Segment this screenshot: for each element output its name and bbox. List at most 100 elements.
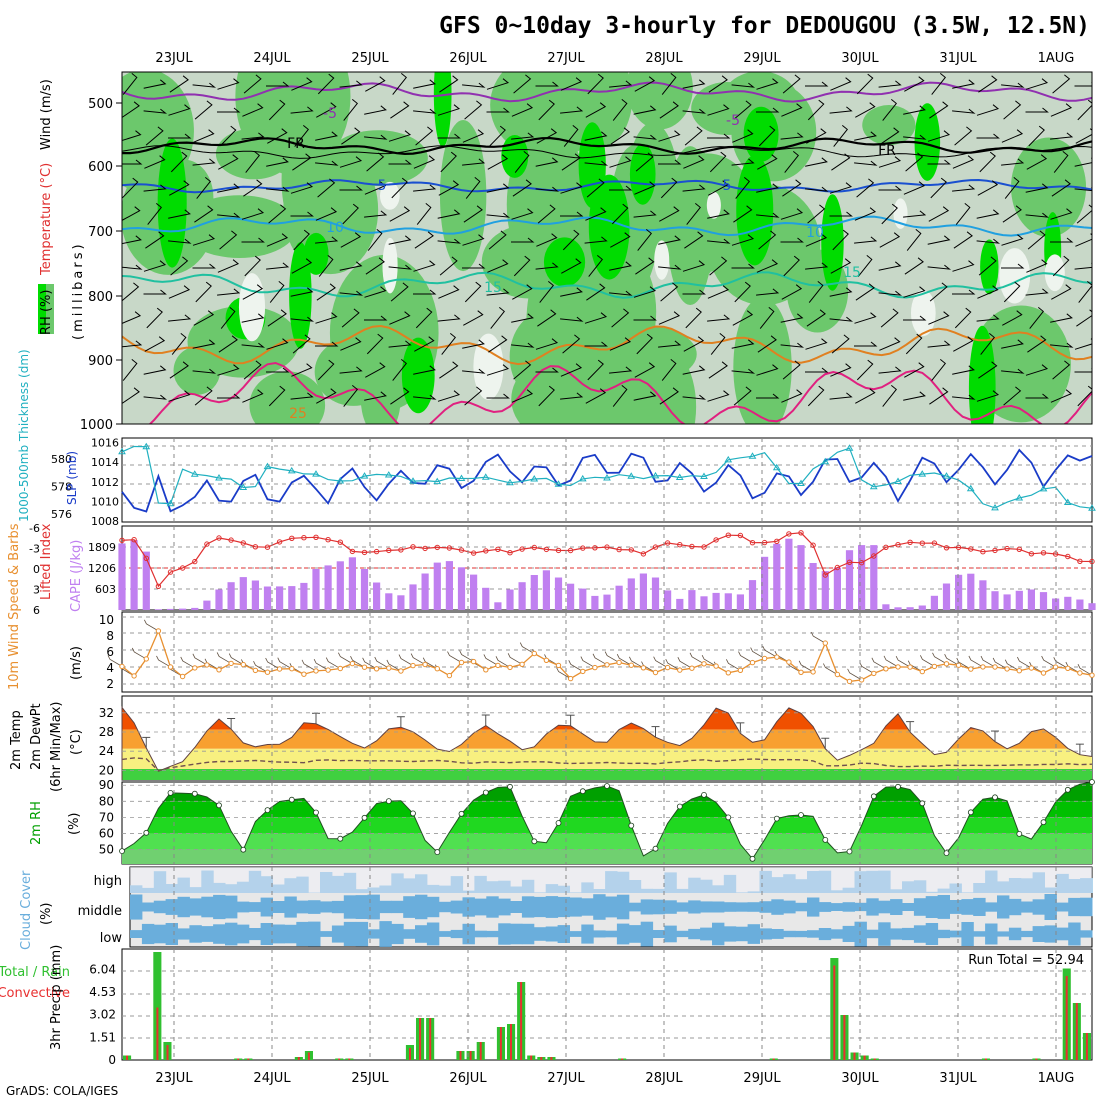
- cloud-cell: [236, 901, 250, 913]
- wind-barb: [437, 390, 461, 402]
- wind-barb: [122, 264, 143, 270]
- wind-barb: [170, 256, 189, 276]
- cape-bar: [276, 586, 284, 610]
- cloud-cell: [1068, 897, 1081, 917]
- rh2m-point: [1040, 819, 1047, 826]
- wind-barb: [952, 155, 975, 169]
- wind10m-point: [313, 668, 319, 674]
- cloud-cell: [189, 925, 202, 943]
- wind10m-point: [276, 666, 283, 672]
- cape-bar: [239, 577, 247, 610]
- wind-barb: [486, 78, 510, 90]
- wind-barb: [609, 337, 632, 351]
- wind10m-point: [689, 665, 695, 671]
- wind-barb: [268, 204, 287, 224]
- wind10m-point: [543, 657, 550, 663]
- cape-bar: [1064, 596, 1072, 610]
- cloud-cell: [343, 895, 357, 919]
- wind-barb: [855, 283, 875, 301]
- cape-bar: [1052, 598, 1060, 610]
- li-point: [713, 537, 719, 543]
- wind-barb: [833, 125, 849, 147]
- upper-air-panel: 500 600 700 800 900 1000 -5 -5 FR FR 5 5 10 10 15 15 25…: [38, 71, 1093, 433]
- wind-barb: [903, 315, 927, 321]
- wind-barb: [978, 75, 998, 93]
- thickness-point: [845, 444, 854, 451]
- cape-bar: [130, 540, 138, 610]
- rh2m-point: [385, 798, 392, 804]
- wind-barb: [854, 341, 878, 347]
- rh2m-point: [943, 850, 950, 856]
- wind-barb: [1025, 78, 1049, 90]
- wind10m-point: [483, 667, 489, 673]
- cloud-cell: [925, 896, 939, 918]
- cloud-cell: [379, 900, 392, 914]
- wind-barb: [1001, 82, 1025, 88]
- li-point: [179, 565, 186, 571]
- wind-barb: [854, 207, 877, 221]
- wind-barb: [952, 394, 976, 400]
- cape-y-tick: 1809: [88, 541, 116, 554]
- wind-barb: [682, 289, 706, 295]
- wind10m-point: [761, 655, 768, 662]
- wind-barb: [805, 262, 829, 270]
- cloud-cell: [818, 928, 832, 941]
- millibars-label: (millibars): [71, 241, 86, 340]
- wind10m-barb: [944, 654, 959, 666]
- wind-barb: [878, 80, 902, 88]
- wind-barb: [217, 288, 241, 296]
- wind10m-point: [677, 667, 683, 673]
- wind-barb: [439, 361, 459, 379]
- upper-y-tick: 1000: [80, 418, 113, 433]
- wind-barb: [756, 78, 779, 90]
- wind10m-barb: [338, 652, 353, 664]
- wind-barb: [437, 238, 462, 244]
- wind10m-point: [846, 678, 853, 685]
- cloud-cell: [616, 894, 630, 920]
- wind-barb: [315, 207, 338, 221]
- wind-barb: [1050, 103, 1073, 117]
- rh2m-y-tick: 70: [99, 810, 114, 824]
- wind-barb: [317, 178, 336, 198]
- rh2m-y-tick: 50: [99, 843, 114, 857]
- rh2m-point: [652, 845, 659, 852]
- wind-barb: [734, 281, 751, 303]
- cloud-cell: [284, 924, 297, 944]
- precip-y-tick: 4.53: [89, 985, 116, 999]
- rh2m-point: [870, 793, 877, 800]
- wind-barb: [610, 127, 630, 145]
- cloud-cell: [795, 930, 808, 938]
- cape-bar: [603, 594, 611, 610]
- wind-barb: [1074, 186, 1092, 192]
- wind-barb: [217, 393, 241, 399]
- wind10m-barb: [107, 655, 123, 667]
- wind-barb: [881, 203, 898, 225]
- wind-barb: [143, 365, 167, 375]
- cloud-cell: [854, 921, 867, 947]
- wind-barb: [168, 390, 191, 402]
- date-label-top: 28JUL: [645, 51, 683, 66]
- wind-barb: [535, 367, 559, 373]
- wind-barb: [808, 281, 824, 303]
- cape-bar: [1039, 592, 1048, 610]
- wind10m-point: [810, 669, 816, 675]
- rh2m-point: [191, 790, 198, 797]
- cloud-cell: [426, 896, 440, 918]
- wind-barb: [1002, 310, 1023, 326]
- wind-barb: [733, 205, 753, 223]
- cape-bar: [1015, 590, 1023, 610]
- wind10m-barb: [277, 657, 292, 670]
- contour-20: [122, 324, 1092, 366]
- rh-patch-dry: [910, 289, 936, 337]
- wind-barb: [805, 186, 829, 192]
- contour-10: [122, 215, 1092, 237]
- wind-barb: [168, 285, 191, 299]
- wind-barb: [316, 283, 336, 301]
- rh-patch-dry: [706, 191, 721, 219]
- wind-barb: [707, 390, 730, 402]
- wind-barb: [1001, 339, 1024, 349]
- cloud-cell: [830, 929, 844, 939]
- cloud-cell: [640, 899, 654, 915]
- wind10m-panel: 2 4 6 8 10 10m Wind Speed & Barbs (m/s): [7, 523, 1095, 693]
- cloud-cell: [486, 930, 499, 938]
